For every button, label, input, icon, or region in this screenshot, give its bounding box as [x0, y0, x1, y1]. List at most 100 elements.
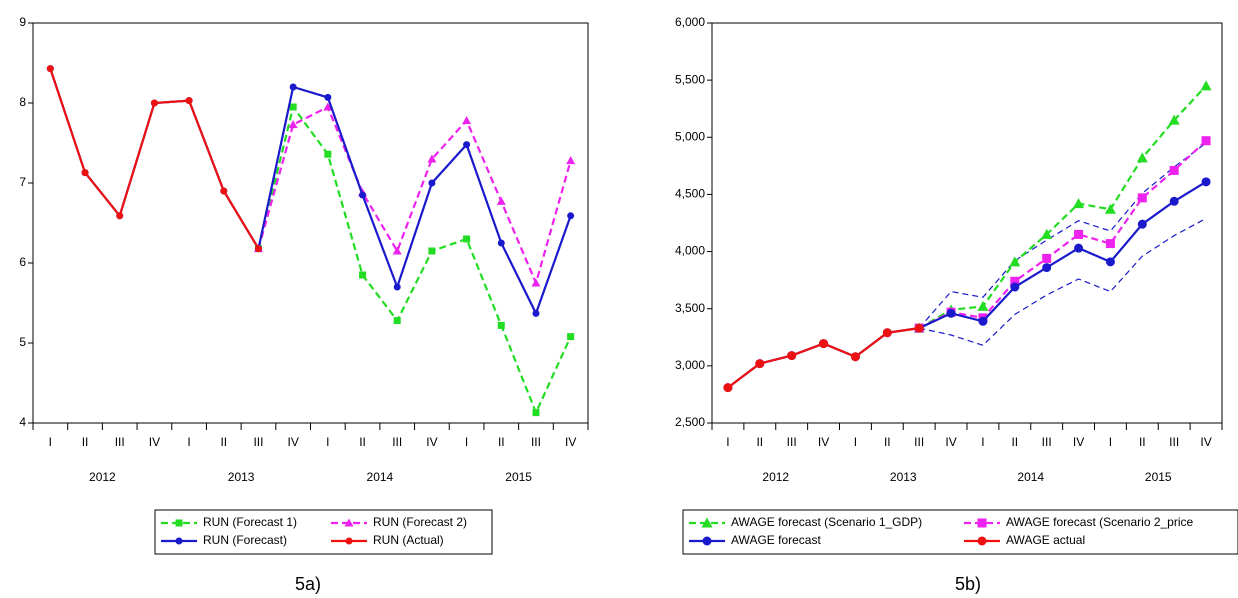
- marker: [1137, 193, 1147, 203]
- marker: [1042, 263, 1052, 273]
- marker: [977, 536, 987, 546]
- legend-label: AWAGE forecast: [731, 533, 821, 547]
- y-tick-label: 2,500: [675, 415, 705, 429]
- x-tick-label: IV: [287, 435, 298, 449]
- marker: [359, 271, 367, 279]
- marker: [1201, 136, 1211, 146]
- x-tick-label: III: [1042, 435, 1052, 449]
- caption: 5b): [955, 574, 981, 594]
- marker: [220, 187, 228, 195]
- x-tick-label: II: [884, 435, 891, 449]
- x-tick-label: I: [465, 435, 468, 449]
- series-line: [257, 105, 572, 287]
- x-group-label: 2014: [1017, 470, 1044, 484]
- marker: [532, 309, 540, 317]
- marker: [323, 102, 333, 111]
- y-tick-label: 4: [19, 415, 26, 429]
- x-tick-label: I: [49, 435, 52, 449]
- marker: [1009, 256, 1021, 267]
- legend-label: AWAGE actual: [1006, 533, 1085, 547]
- marker: [1010, 282, 1020, 292]
- marker: [978, 316, 988, 326]
- series-line: [49, 68, 260, 250]
- marker: [787, 351, 797, 361]
- series-line: [257, 104, 572, 416]
- marker: [977, 518, 987, 528]
- marker: [428, 179, 436, 187]
- y-tick-label: 5,000: [675, 129, 705, 143]
- marker: [567, 333, 575, 341]
- x-group-label: 2015: [505, 470, 532, 484]
- marker: [755, 359, 765, 369]
- marker: [359, 191, 367, 199]
- marker: [497, 239, 505, 247]
- marker: [850, 352, 860, 362]
- x-tick-label: III: [1169, 435, 1179, 449]
- series-line: [918, 142, 1207, 329]
- y-tick-label: 3,000: [675, 358, 705, 372]
- x-tick-label: II: [82, 435, 89, 449]
- x-group-label: 2013: [890, 470, 917, 484]
- x-tick-label: II: [498, 435, 505, 449]
- marker: [345, 537, 353, 545]
- marker: [116, 212, 124, 220]
- x-tick-label: I: [981, 435, 984, 449]
- series-line: [727, 180, 1207, 389]
- x-tick-label: III: [531, 435, 541, 449]
- marker: [393, 283, 401, 291]
- x-tick-label: IV: [149, 435, 160, 449]
- legend-box: [154, 509, 493, 555]
- legend-label: RUN (Forecast 2): [373, 515, 467, 529]
- x-tick-label: IV: [1073, 435, 1084, 449]
- y-tick-label: 7: [19, 175, 26, 189]
- marker: [497, 321, 505, 329]
- x-tick-label: II: [1011, 435, 1018, 449]
- y-tick-label: 3,500: [675, 301, 705, 315]
- marker: [254, 245, 262, 253]
- marker: [175, 537, 183, 545]
- x-tick-label: I: [854, 435, 857, 449]
- x-tick-label: IV: [945, 435, 956, 449]
- x-group-label: 2014: [367, 470, 394, 484]
- marker: [462, 116, 472, 125]
- marker: [463, 141, 471, 149]
- x-tick-label: II: [359, 435, 366, 449]
- x-tick-label: III: [914, 435, 924, 449]
- legend-label: RUN (Actual): [373, 533, 444, 547]
- series-line: [727, 327, 920, 389]
- marker: [701, 517, 713, 528]
- marker: [392, 246, 402, 255]
- legend-label: RUN (Forecast): [203, 533, 287, 547]
- marker: [81, 169, 89, 177]
- x-tick-label: I: [187, 435, 190, 449]
- x-group-label: 2012: [89, 470, 116, 484]
- x-tick-label: II: [1139, 435, 1146, 449]
- marker: [289, 103, 297, 111]
- x-tick-label: III: [787, 435, 797, 449]
- y-tick-label: 9: [19, 15, 26, 29]
- x-group-label: 2012: [762, 470, 789, 484]
- x-tick-label: II: [220, 435, 227, 449]
- marker: [46, 65, 54, 73]
- x-tick-label: IV: [818, 435, 829, 449]
- marker: [324, 150, 332, 158]
- marker: [344, 518, 354, 527]
- marker: [175, 519, 183, 527]
- marker: [1169, 165, 1179, 175]
- marker: [1074, 229, 1084, 239]
- x-tick-label: III: [253, 435, 263, 449]
- x-tick-label: III: [392, 435, 402, 449]
- marker: [150, 99, 158, 107]
- x-tick-label: IV: [565, 435, 576, 449]
- series-line: [918, 139, 1207, 330]
- marker: [532, 409, 540, 417]
- x-tick-label: I: [326, 435, 329, 449]
- legend-label: AWAGE forecast (Scenario 2_price: [1006, 515, 1194, 529]
- marker: [567, 212, 575, 220]
- y-tick-label: 5,500: [675, 72, 705, 86]
- marker: [1105, 239, 1115, 249]
- marker: [428, 247, 436, 255]
- marker: [566, 156, 576, 165]
- marker: [946, 308, 956, 318]
